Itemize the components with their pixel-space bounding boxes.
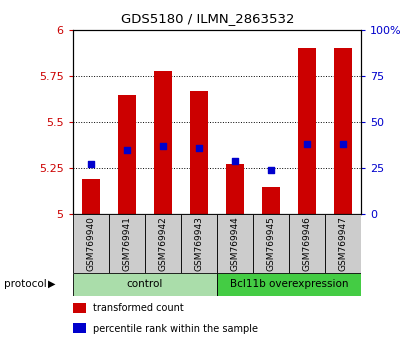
Text: protocol: protocol bbox=[4, 279, 47, 289]
Text: GSM769944: GSM769944 bbox=[230, 216, 239, 271]
Text: transformed count: transformed count bbox=[93, 303, 183, 314]
Bar bbox=[298, 48, 316, 214]
Bar bbox=[325, 214, 361, 273]
Text: ▶: ▶ bbox=[48, 279, 55, 289]
Text: GSM769946: GSM769946 bbox=[303, 216, 312, 271]
Bar bbox=[154, 70, 172, 214]
Bar bbox=[73, 323, 85, 333]
Bar bbox=[109, 214, 145, 273]
Bar bbox=[190, 91, 208, 214]
Point bbox=[232, 158, 238, 164]
Text: GSM769940: GSM769940 bbox=[86, 216, 95, 271]
Bar bbox=[289, 214, 325, 273]
Point bbox=[87, 162, 94, 167]
Point bbox=[195, 145, 202, 151]
Text: GDS5180 / ILMN_2863532: GDS5180 / ILMN_2863532 bbox=[121, 12, 294, 25]
Point bbox=[304, 141, 310, 147]
Text: GSM769943: GSM769943 bbox=[194, 216, 203, 271]
Bar bbox=[181, 214, 217, 273]
Bar bbox=[217, 273, 361, 296]
Bar bbox=[145, 214, 181, 273]
Text: GSM769945: GSM769945 bbox=[266, 216, 276, 271]
Bar bbox=[253, 214, 289, 273]
Point bbox=[159, 143, 166, 149]
Text: Bcl11b overexpression: Bcl11b overexpression bbox=[229, 279, 348, 289]
Point bbox=[268, 167, 274, 173]
Bar bbox=[217, 214, 253, 273]
Text: GSM769942: GSM769942 bbox=[158, 216, 167, 271]
Bar bbox=[226, 165, 244, 214]
Point bbox=[123, 147, 130, 153]
Bar bbox=[262, 187, 280, 214]
Bar bbox=[73, 214, 109, 273]
Text: GSM769947: GSM769947 bbox=[339, 216, 347, 271]
Text: percentile rank within the sample: percentile rank within the sample bbox=[93, 324, 258, 334]
Bar bbox=[73, 273, 217, 296]
Bar bbox=[118, 95, 136, 214]
Bar bbox=[82, 179, 100, 214]
Bar bbox=[73, 303, 85, 313]
Text: GSM769941: GSM769941 bbox=[122, 216, 131, 271]
Bar bbox=[334, 48, 352, 214]
Text: control: control bbox=[127, 279, 163, 289]
Point bbox=[340, 141, 347, 147]
